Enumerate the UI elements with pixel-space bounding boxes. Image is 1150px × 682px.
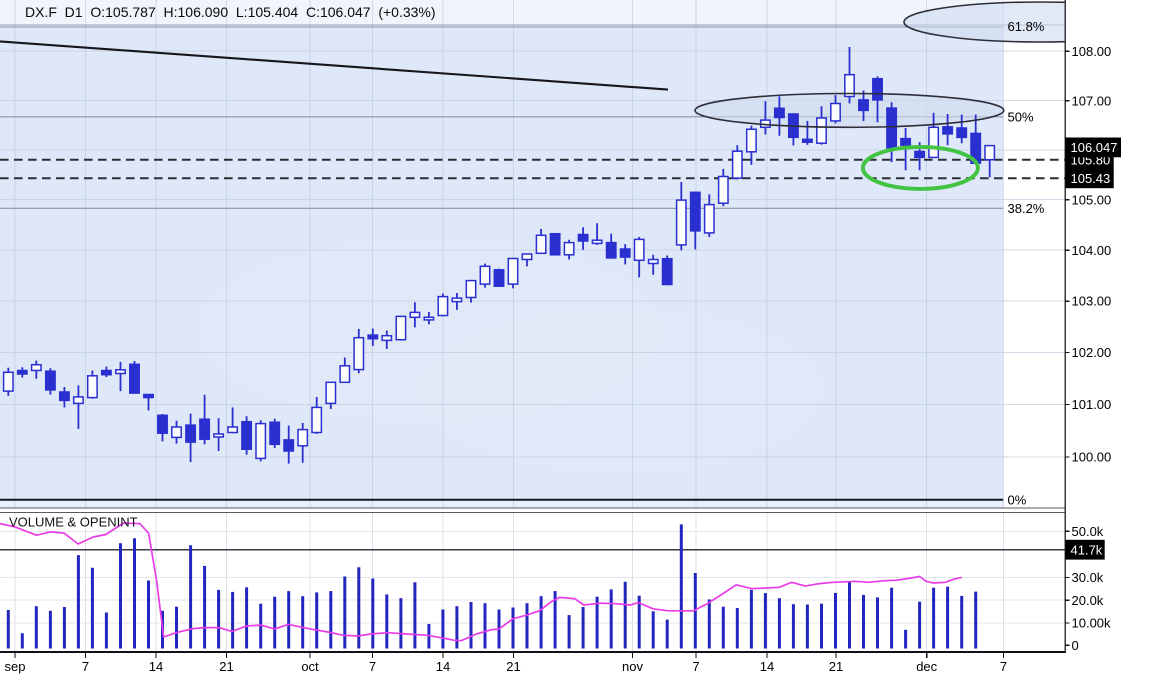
svg-text:21: 21: [829, 659, 843, 674]
svg-text:7: 7: [1000, 659, 1007, 674]
svg-text:107.00: 107.00: [1072, 93, 1112, 108]
svg-text:50%: 50%: [1008, 109, 1034, 124]
svg-text:50.0k: 50.0k: [1072, 524, 1104, 539]
svg-text:21: 21: [506, 659, 520, 674]
svg-text:103.00: 103.00: [1072, 294, 1112, 309]
svg-text:7: 7: [692, 659, 699, 674]
svg-text:10.00k: 10.00k: [1072, 616, 1112, 631]
svg-text:20.0k: 20.0k: [1072, 593, 1104, 608]
svg-text:nov: nov: [622, 659, 643, 674]
svg-text:101.00: 101.00: [1072, 397, 1112, 412]
svg-text:21: 21: [219, 659, 233, 674]
svg-text:38.2%: 38.2%: [1008, 201, 1045, 216]
svg-text:oct: oct: [301, 659, 319, 674]
svg-text:104.00: 104.00: [1072, 243, 1112, 258]
svg-text:105.00: 105.00: [1072, 192, 1112, 207]
svg-text:0: 0: [1072, 638, 1079, 653]
svg-text:DX.F D1 O:105.787 H:106.090: DX.F D1 O:105.787 H:106.090 L:105.404 C:…: [25, 4, 436, 20]
svg-text:30.0k: 30.0k: [1072, 570, 1104, 585]
svg-text:106.047: 106.047: [1071, 140, 1118, 155]
svg-text:7: 7: [369, 659, 376, 674]
svg-text:0%: 0%: [1008, 493, 1027, 508]
svg-text:dec: dec: [916, 659, 937, 674]
svg-text:100.00: 100.00: [1072, 450, 1112, 465]
svg-text:14: 14: [149, 659, 163, 674]
svg-text:108.00: 108.00: [1072, 44, 1112, 59]
svg-text:105.43: 105.43: [1071, 171, 1111, 186]
svg-text:102.00: 102.00: [1072, 345, 1112, 360]
svg-text:7: 7: [82, 659, 89, 674]
svg-text:VOLUME & OPENINT: VOLUME & OPENINT: [9, 515, 138, 530]
svg-text:61.8%: 61.8%: [1008, 19, 1045, 34]
svg-text:41.7k: 41.7k: [1071, 542, 1103, 557]
svg-text:14: 14: [760, 659, 774, 674]
svg-text:14: 14: [436, 659, 450, 674]
svg-text:sep: sep: [5, 659, 26, 674]
